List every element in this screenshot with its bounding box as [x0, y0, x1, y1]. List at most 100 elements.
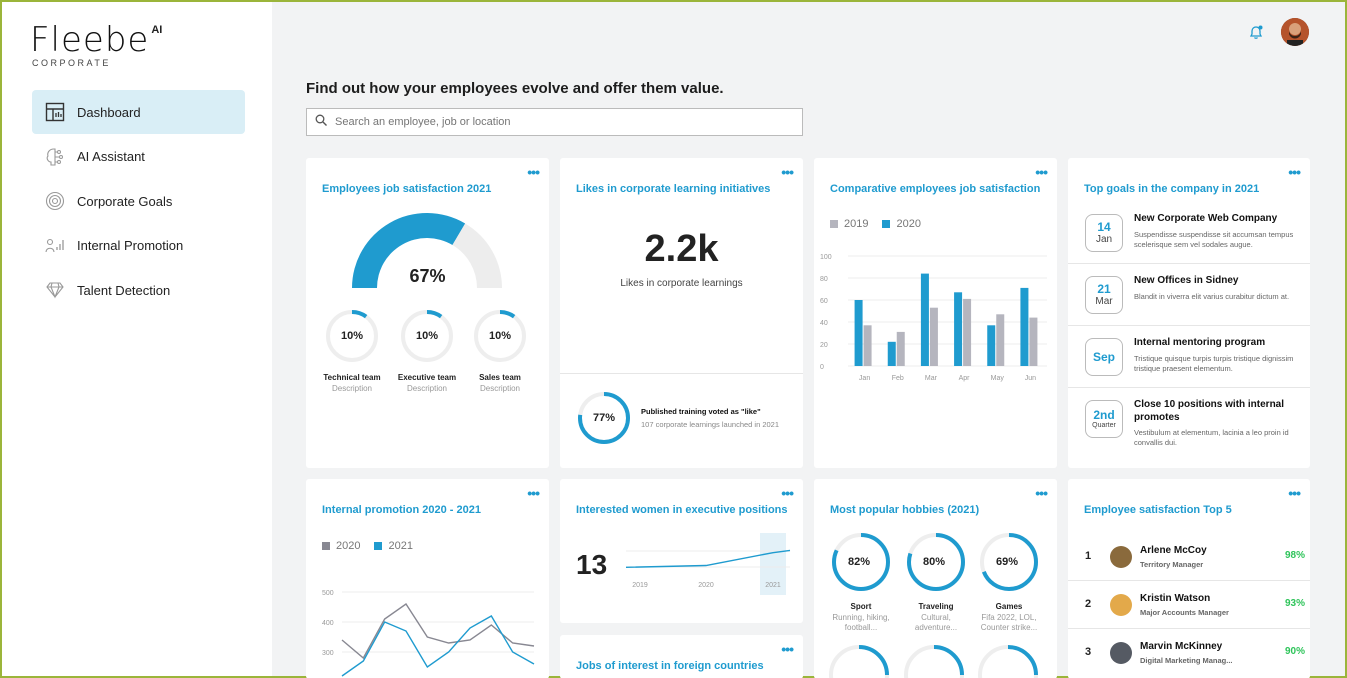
legend-label: 2020	[336, 540, 361, 552]
likes-subtitle: Likes in corporate learnings	[620, 278, 743, 289]
goal-desc: Blandit in viverra elit varius curabitur…	[1134, 292, 1290, 301]
sidebar-item-internal-promotion[interactable]: Internal Promotion	[32, 224, 245, 268]
bar-2019	[929, 307, 938, 366]
goal-desc: Suspendisse suspendisse sit accumsan tem…	[1134, 230, 1294, 249]
likes-big-number: 2.2k	[644, 228, 719, 270]
highlight-column	[760, 533, 786, 595]
gauge-value: 67%	[409, 266, 446, 286]
goal-date: 2nd Quarter	[1085, 400, 1123, 438]
employee-name: Arlene McCoy	[1140, 545, 1207, 556]
y-tick-label: 20	[820, 342, 828, 349]
satisfaction-score: 90%	[1284, 646, 1305, 657]
rank-number: 3	[1085, 646, 1092, 658]
notification-bell-icon[interactable]	[1248, 24, 1264, 40]
employee-role: Major Accounts Manager	[1140, 608, 1229, 617]
employee-role: Territory Manager	[1140, 560, 1204, 569]
employee-role: Digital Marketing Manag...	[1140, 656, 1233, 665]
bar-2020	[987, 325, 996, 366]
ring-value: 77%	[592, 412, 616, 424]
bar-2019	[896, 331, 905, 366]
more-options-icon[interactable]: •••	[527, 164, 540, 180]
ring-fill	[578, 392, 630, 444]
list-item[interactable]: 2 Kristin Watson Major Accounts Manager …	[1068, 581, 1310, 629]
top5-card: Employee satisfaction Top 5 ••• 1 Arlene…	[1068, 479, 1310, 678]
more-options-icon[interactable]: •••	[781, 641, 794, 657]
date-month: Jan	[1095, 233, 1113, 245]
ring-chart	[401, 310, 453, 362]
voted-ring: 77%	[576, 390, 632, 446]
ring-value: 82%	[847, 556, 871, 568]
user-avatar[interactable]	[1281, 18, 1309, 46]
card-title: Likes in corporate learning initiatives	[576, 183, 771, 195]
diamond-icon	[44, 279, 66, 301]
y-tick-label: 0	[820, 364, 824, 371]
sidebar-nav: Dashboard AI Assistant Corporate Goals I…	[32, 90, 245, 313]
team-ring-sales: 10% Sales team Description	[468, 308, 532, 394]
ring-value: 10%	[340, 330, 364, 342]
sidebar-item-dashboard[interactable]: Dashboard	[32, 90, 245, 134]
goal-date: 14 Jan	[1085, 214, 1123, 252]
comparative-bar-chart: 0 20 40 60 80 100 Jan Feb Mar Apr May Jun	[820, 254, 1047, 382]
ring-fill	[401, 310, 453, 362]
goal-desc: Tristique quisque turpis turpis tristiqu…	[1134, 354, 1294, 373]
more-options-icon[interactable]: •••	[1035, 485, 1048, 501]
more-options-icon[interactable]: •••	[1035, 164, 1048, 180]
sidebar: Fleebe AI CORPORATE Dashboard AI Assistan…	[2, 2, 272, 676]
chart-legend: 2019 2020	[830, 218, 921, 230]
series-line-2020	[341, 603, 535, 660]
goal-item[interactable]: 14 Jan New Corporate Web Company Suspendi…	[1068, 202, 1310, 264]
list-item[interactable]: 1 Arlene McCoy Territory Manager 98%	[1068, 533, 1310, 581]
brain-icon	[44, 146, 66, 168]
ring-fill	[474, 310, 526, 362]
more-options-icon[interactable]: •••	[781, 164, 794, 180]
x-tick-label: May	[991, 375, 1005, 382]
card-title: Comparative employees job satisfaction	[830, 183, 1041, 195]
more-options-icon[interactable]: •••	[1288, 485, 1301, 501]
more-options-icon[interactable]: •••	[1288, 164, 1301, 180]
date-day: 14	[1097, 219, 1111, 234]
list-item[interactable]: 3 Marvin McKinney Digital Marketing Mana…	[1068, 629, 1310, 677]
goal-title: Close 10 positions with internal promote…	[1134, 399, 1285, 423]
satisfaction-score: 98%	[1284, 550, 1305, 561]
promotion-line-chart: 300 400 500	[322, 590, 535, 677]
ring-chart	[907, 533, 965, 591]
y-tick-label: 300	[322, 650, 334, 657]
likes-card: Likes in corporate learning initiatives …	[560, 158, 803, 468]
more-options-icon[interactable]: •••	[527, 485, 540, 501]
sidebar-item-ai-assistant[interactable]: AI Assistant	[32, 135, 245, 179]
sidebar-item-corporate-goals[interactable]: Corporate Goals	[32, 179, 245, 223]
goal-item[interactable]: 2nd Quarter Close 10 positions with inter…	[1068, 388, 1310, 460]
chart-legend: 2020 2021	[322, 540, 413, 552]
goal-item[interactable]: 21 Mar New Offices in Sidney Blandit in v…	[1068, 264, 1310, 326]
hobby-name: Traveling	[918, 602, 954, 611]
goal-date: Sep	[1085, 338, 1123, 376]
team-name: Technical team	[323, 373, 381, 382]
x-tick-label: Mar	[925, 375, 938, 382]
goal-item[interactable]: Sep Internal mentoring program Tristique…	[1068, 326, 1310, 388]
ring-fill	[907, 533, 965, 591]
legend-label: 2020	[896, 218, 921, 230]
legend-swatch	[322, 542, 330, 550]
women-big-number: 13	[576, 549, 608, 580]
y-tick-label: 40	[820, 320, 828, 327]
ring-fill	[832, 533, 890, 591]
hobby-name: Games	[995, 602, 1023, 611]
card-title: Interested women in executive positions	[576, 504, 788, 516]
card-title: Most popular hobbies (2021)	[830, 504, 980, 516]
ring-value: 10%	[488, 330, 512, 342]
goal-date: 21 Mar	[1085, 276, 1123, 314]
hobby-ring-sport: 82% Sport Running, hiking, football...	[828, 531, 894, 633]
x-tick-label: 2019	[632, 582, 648, 589]
search-input[interactable]	[335, 116, 775, 128]
bar-2019	[963, 298, 972, 366]
more-options-icon[interactable]: •••	[781, 485, 794, 501]
sidebar-item-talent-detection[interactable]: Talent Detection	[32, 268, 245, 312]
team-ring-technical: 10% Technical team Description	[320, 308, 384, 394]
hobby-ring-traveling: 80% Traveling Cultural, adventure...	[903, 531, 969, 633]
card-title: Employees job satisfaction 2021	[322, 183, 492, 195]
team-ring-executive: 10% Executive team Description	[395, 308, 459, 394]
series-line-2021	[341, 615, 535, 677]
ring-chart	[326, 310, 378, 362]
date-month: Quarter	[1092, 422, 1116, 429]
gauge-track	[452, 223, 502, 288]
